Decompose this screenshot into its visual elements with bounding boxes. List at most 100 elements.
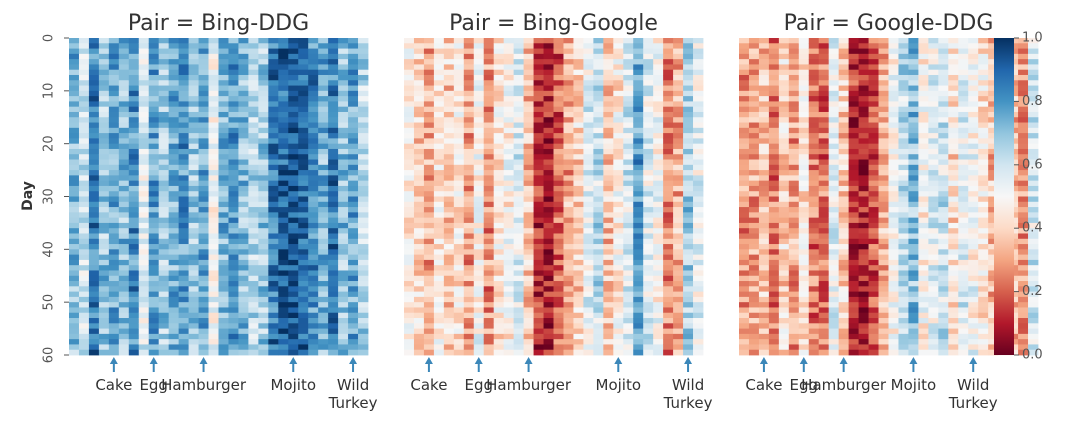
- heatmap-cell: [759, 154, 769, 160]
- heatmap-cell: [169, 281, 179, 287]
- heatmap-cell: [159, 223, 169, 229]
- heatmap-cell: [169, 54, 179, 60]
- heatmap-cell: [759, 144, 769, 150]
- heatmap-cell: [109, 297, 119, 303]
- heatmap-cell: [99, 86, 109, 92]
- marker-label: Mojito: [270, 376, 316, 394]
- heatmap-cell: [199, 228, 209, 234]
- heatmap-cell: [889, 133, 899, 139]
- heatmap-cell: [318, 212, 328, 218]
- heatmap-cell: [789, 181, 799, 187]
- heatmap-cell: [603, 339, 613, 345]
- heatmap-cell: [318, 138, 328, 144]
- heatmap-cell: [89, 165, 99, 171]
- heatmap-cell: [474, 128, 484, 134]
- heatmap-cell: [898, 244, 908, 250]
- heatmap-cell: [908, 223, 918, 229]
- heatmap-cell: [603, 212, 613, 218]
- heatmap-cell: [179, 144, 189, 150]
- heatmap-cell: [908, 154, 918, 160]
- heatmap-cell: [434, 270, 444, 276]
- heatmap-panel: [69, 38, 368, 355]
- heatmap-cell: [739, 186, 749, 192]
- heatmap-cell: [109, 181, 119, 187]
- heatmap-cell: [484, 191, 494, 197]
- heatmap-cell: [663, 339, 673, 345]
- heatmap-cell: [199, 244, 209, 250]
- marker-label: Wild: [337, 376, 369, 394]
- heatmap-cell: [248, 297, 258, 303]
- heatmap-cell: [129, 75, 139, 81]
- heatmap-cell: [524, 170, 534, 176]
- heatmap-cell: [434, 239, 444, 245]
- heatmap-cell: [179, 260, 189, 266]
- heatmap-cell: [653, 344, 663, 350]
- heatmap-cell: [474, 49, 484, 55]
- heatmap-cell: [958, 128, 968, 134]
- heatmap-cell: [404, 281, 414, 287]
- heatmap-cell: [238, 117, 248, 123]
- heatmap-cell: [683, 270, 693, 276]
- heatmap-cell: [209, 112, 219, 118]
- heatmap-cell: [869, 80, 879, 86]
- heatmap-cell: [278, 202, 288, 208]
- heatmap-cell: [504, 318, 514, 324]
- heatmap-cell: [99, 59, 109, 65]
- heatmap-cell: [404, 165, 414, 171]
- heatmap-cell: [643, 112, 653, 118]
- heatmap-cell: [99, 218, 109, 224]
- heatmap-cell: [189, 59, 199, 65]
- heatmap-cell: [454, 265, 464, 271]
- heatmap-cell: [474, 186, 484, 192]
- heatmap-cell: [623, 239, 633, 245]
- heatmap-cell: [434, 292, 444, 298]
- heatmap-cell: [464, 186, 474, 192]
- heatmap-cell: [898, 339, 908, 345]
- heatmap-cell: [169, 207, 179, 213]
- heatmap-cell: [829, 128, 839, 134]
- heatmap-cell: [434, 249, 444, 255]
- heatmap-cell: [79, 233, 89, 239]
- heatmap-cell: [358, 64, 368, 70]
- heatmap-cell: [228, 286, 238, 292]
- heatmap-cell: [268, 255, 278, 261]
- heatmap-cell: [524, 270, 534, 276]
- heatmap-cell: [434, 207, 444, 213]
- heatmap-cell: [643, 138, 653, 144]
- heatmap-cell: [159, 117, 169, 123]
- heatmap-cell: [484, 96, 494, 102]
- heatmap-cell: [544, 123, 554, 129]
- heatmap-cell: [308, 70, 318, 76]
- heatmap-cell: [653, 313, 663, 319]
- heatmap-cell: [789, 233, 799, 239]
- heatmap-cell: [799, 244, 809, 250]
- heatmap-cell: [869, 323, 879, 329]
- heatmap-cell: [948, 128, 958, 134]
- heatmap-cell: [89, 344, 99, 350]
- heatmap-cell: [633, 297, 643, 303]
- heatmap-cell: [623, 202, 633, 208]
- heatmap-cell: [849, 212, 859, 218]
- heatmap-cell: [603, 344, 613, 350]
- heatmap-cell: [839, 191, 849, 197]
- heatmap-cell: [544, 59, 554, 65]
- heatmap-cell: [839, 96, 849, 102]
- heatmap-cell: [199, 123, 209, 129]
- heatmap-cell: [109, 197, 119, 203]
- heatmap-cell: [769, 70, 779, 76]
- heatmap-cell: [278, 101, 288, 107]
- heatmap-cell: [593, 255, 603, 261]
- heatmap-cell: [149, 244, 159, 250]
- heatmap-cell: [643, 197, 653, 203]
- heatmap-cell: [583, 329, 593, 335]
- heatmap-cell: [613, 307, 623, 313]
- heatmap-cell: [789, 276, 799, 282]
- heatmap-cell: [573, 138, 583, 144]
- heatmap-cell: [358, 191, 368, 197]
- heatmap-cell: [623, 165, 633, 171]
- heatmap-cell: [209, 202, 219, 208]
- heatmap-cell: [159, 91, 169, 97]
- heatmap-cell: [859, 181, 869, 187]
- heatmap-cell: [908, 160, 918, 166]
- heatmap-cell: [749, 297, 759, 303]
